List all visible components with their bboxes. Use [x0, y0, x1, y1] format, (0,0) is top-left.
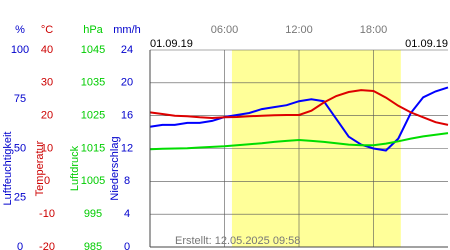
axis-unit: °C	[41, 24, 53, 36]
y-tick-label: 10	[41, 142, 53, 154]
y-tick-label: 20	[121, 77, 133, 89]
y-tick-label: 24	[121, 44, 133, 56]
y-tick-label: 40	[41, 44, 53, 56]
date-left: 01.09.19	[150, 38, 193, 50]
x-tick-label: 12:00	[285, 24, 313, 36]
y-tick-label: -20	[39, 241, 55, 250]
date-right: 01.09.19	[405, 38, 448, 50]
y-tick-label: 1015	[81, 142, 105, 154]
y-tick-label: 985	[84, 241, 102, 250]
y-tick-label: 0	[44, 175, 50, 187]
series-line	[149, 89, 449, 126]
y-tick-label: 30	[41, 77, 53, 89]
x-tick-label: 06:00	[211, 24, 239, 36]
axis-title: Luftdruck	[69, 145, 81, 191]
y-tick-label: 1025	[81, 110, 105, 122]
y-tick-label: 16	[121, 110, 133, 122]
series-line	[149, 132, 449, 151]
x-tick-label: 18:00	[360, 24, 388, 36]
y-tick-label: 995	[84, 208, 102, 220]
y-tick-label: 12	[121, 142, 133, 154]
y-tick-label: 100	[11, 44, 29, 56]
grid-layer	[150, 49, 448, 248]
y-tick-label: 4	[124, 208, 130, 220]
axis-title: Niederschlag	[109, 136, 121, 200]
axis-title: Temperatur	[34, 140, 46, 196]
axis-unit: mm/h	[113, 24, 141, 36]
y-tick-label: 8	[124, 175, 130, 187]
y-tick-label: 75	[14, 93, 26, 105]
axis-unit: hPa	[83, 24, 103, 36]
y-tick-label: 0	[17, 241, 23, 250]
y-tick-label: 20	[41, 110, 53, 122]
y-tick-label: -10	[39, 208, 55, 220]
axis-unit: %	[15, 24, 25, 36]
y-tick-label: 50	[14, 142, 26, 154]
series-layer	[149, 86, 449, 152]
axis-title: Luftfeuchtigkeit	[2, 132, 14, 206]
y-tick-label: 25	[14, 192, 26, 204]
y-tick-label: 1045	[81, 44, 105, 56]
series-line	[149, 86, 449, 152]
y-tick-label: 1005	[81, 175, 105, 187]
y-tick-label: 1035	[81, 77, 105, 89]
footer: Erstellt: 12.05.2025 09:58	[175, 235, 300, 247]
y-tick-label: 0	[124, 241, 130, 250]
